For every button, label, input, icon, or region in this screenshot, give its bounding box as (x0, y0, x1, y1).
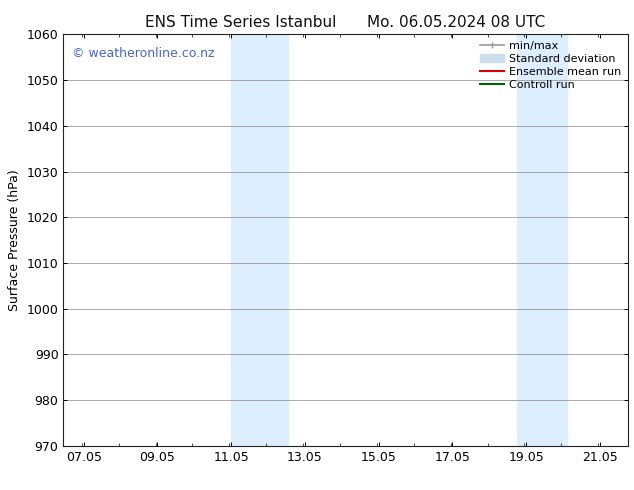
Legend: min/max, Standard deviation, Ensemble mean run, Controll run: min/max, Standard deviation, Ensemble me… (476, 37, 625, 94)
Y-axis label: Surface Pressure (hPa): Surface Pressure (hPa) (8, 169, 21, 311)
Bar (231, 34, 288, 446)
Text: Mo. 06.05.2024 08 UTC: Mo. 06.05.2024 08 UTC (367, 15, 546, 30)
Text: ENS Time Series Istanbul: ENS Time Series Istanbul (145, 15, 337, 30)
Text: © weatheronline.co.nz: © weatheronline.co.nz (72, 47, 214, 60)
Bar (517, 34, 567, 446)
